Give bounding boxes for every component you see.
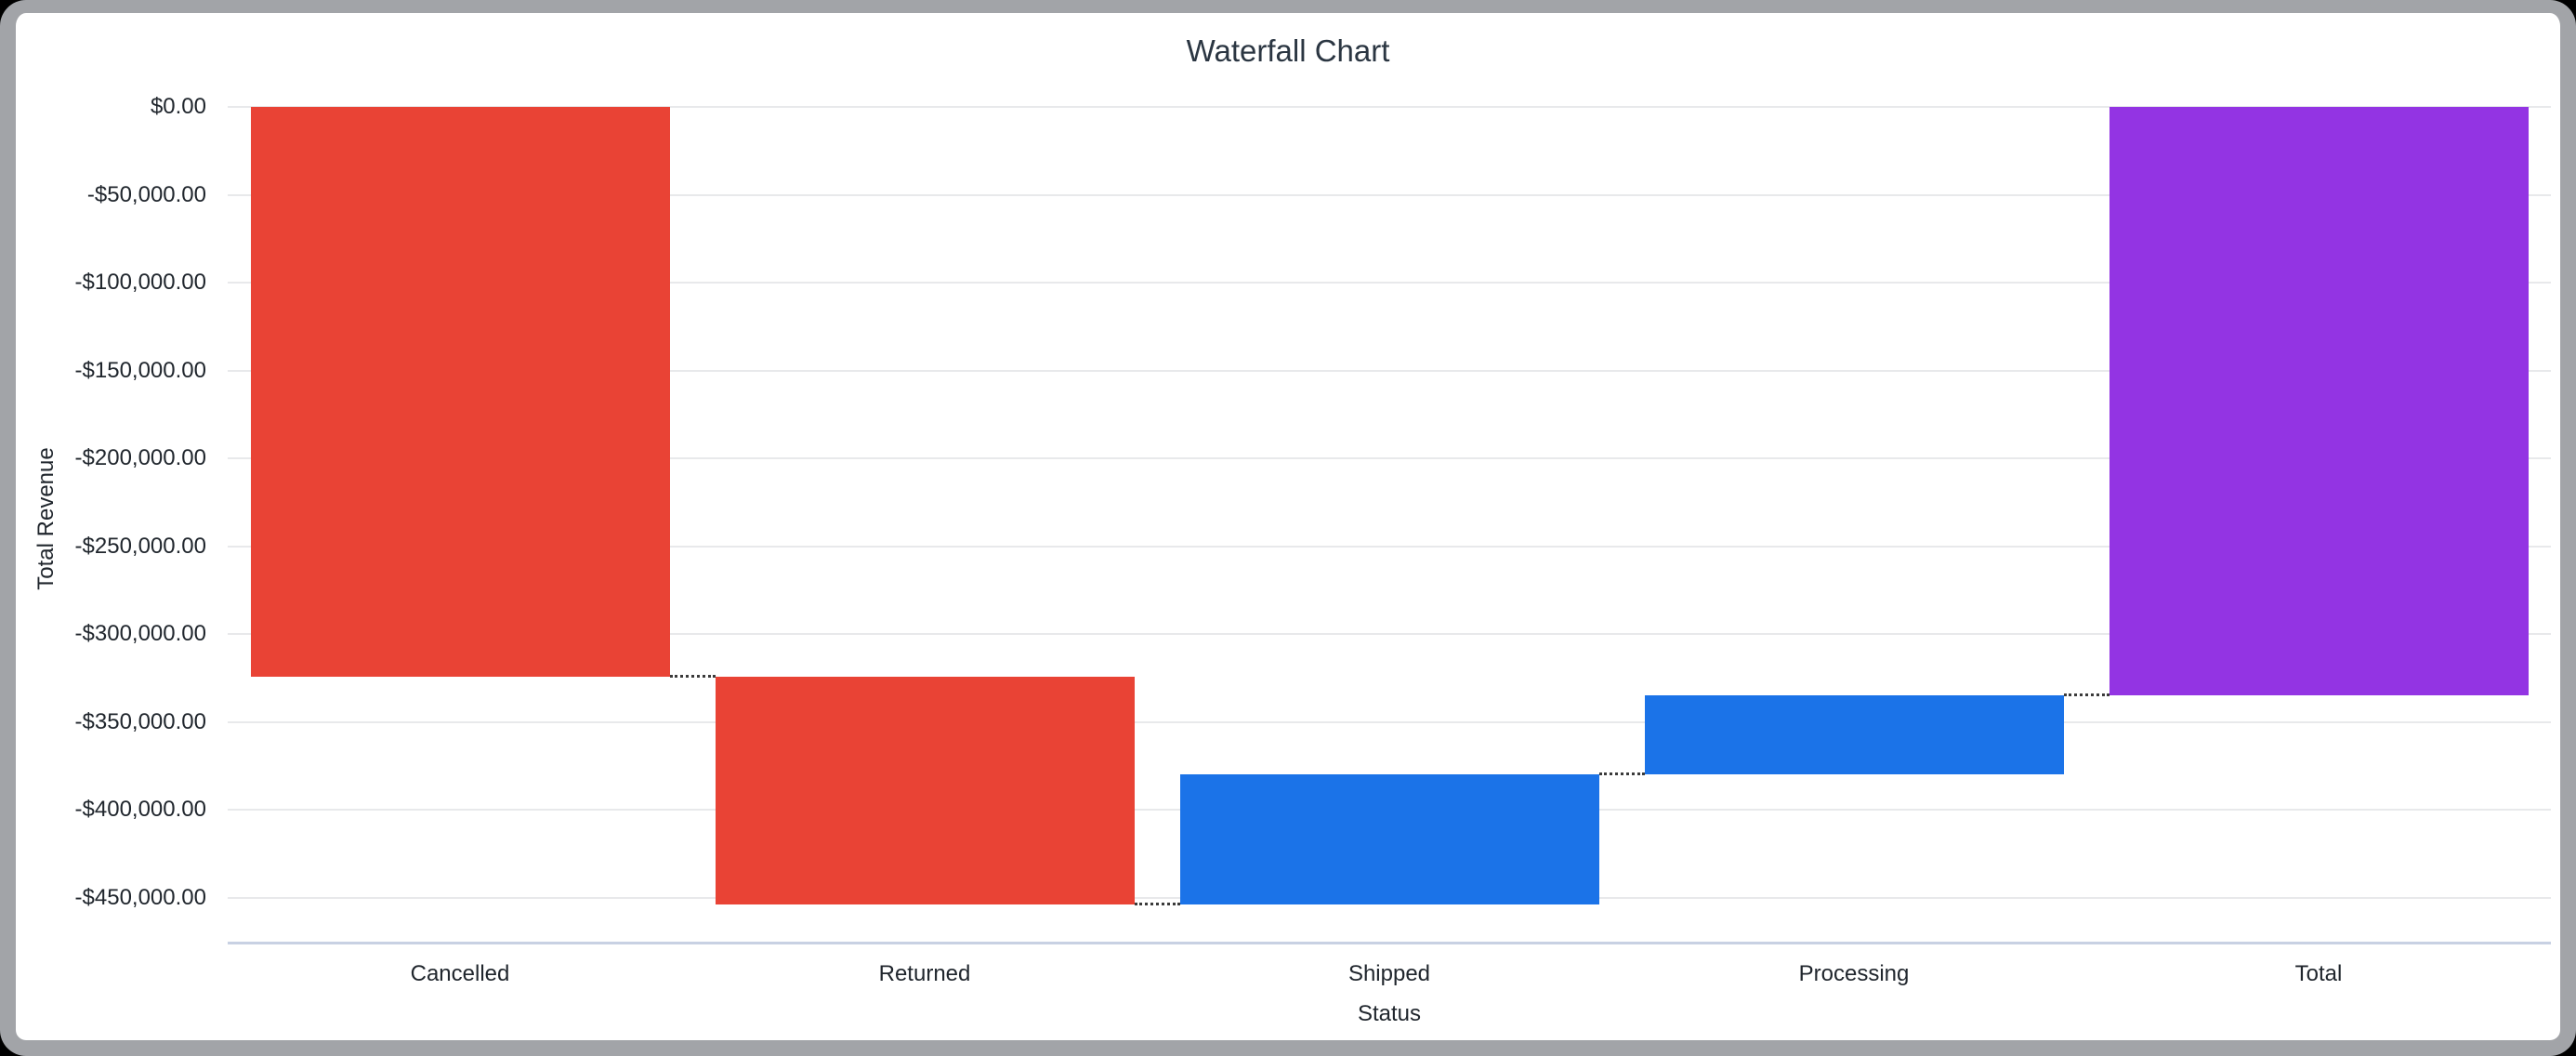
- y-tick-label: -$50,000.00: [86, 181, 206, 207]
- waterfall-connector: [1598, 772, 1645, 776]
- x-category-label: Cancelled: [410, 961, 510, 986]
- bar-processing[interactable]: [1644, 695, 2064, 775]
- y-tick-label: $0.00: [150, 94, 206, 119]
- y-gridline: [228, 720, 2551, 723]
- y-gridline: [228, 282, 2551, 284]
- y-gridline: [228, 106, 2551, 108]
- y-gridline: [228, 369, 2551, 372]
- x-category-label: Returned: [878, 961, 971, 986]
- chart-title: Waterfall Chart: [1186, 33, 1390, 68]
- bar-cancelled[interactable]: [250, 107, 670, 677]
- y-tick-label: -$450,000.00: [74, 884, 206, 910]
- bar-returned[interactable]: [715, 676, 1135, 905]
- y-tick-label: -$300,000.00: [74, 621, 206, 647]
- y-gridline: [228, 193, 2551, 196]
- x-category-label: Total: [2294, 961, 2343, 986]
- x-axis-title: Status: [1357, 1001, 1422, 1026]
- bar-shipped[interactable]: [1179, 774, 1599, 905]
- y-tick-label: -$150,000.00: [74, 357, 206, 383]
- waterfall-connector: [2063, 693, 2109, 697]
- y-tick-label: -$200,000.00: [74, 445, 206, 471]
- waterfall-connector: [1134, 903, 1180, 906]
- y-tick-label: -$100,000.00: [74, 270, 206, 296]
- y-gridline: [228, 457, 2551, 460]
- y-tick-label: -$250,000.00: [74, 533, 206, 559]
- y-tick-label: -$400,000.00: [74, 797, 206, 823]
- waterfall-connector: [669, 674, 716, 678]
- x-category-label: Processing: [1798, 961, 1910, 986]
- y-gridline: [228, 545, 2551, 548]
- x-category-label: Shipped: [1347, 961, 1431, 986]
- y-tick-label: -$350,000.00: [74, 708, 206, 734]
- bar-total[interactable]: [2109, 107, 2529, 696]
- x-axis-baseline: [228, 942, 2551, 944]
- y-gridline: [228, 633, 2551, 636]
